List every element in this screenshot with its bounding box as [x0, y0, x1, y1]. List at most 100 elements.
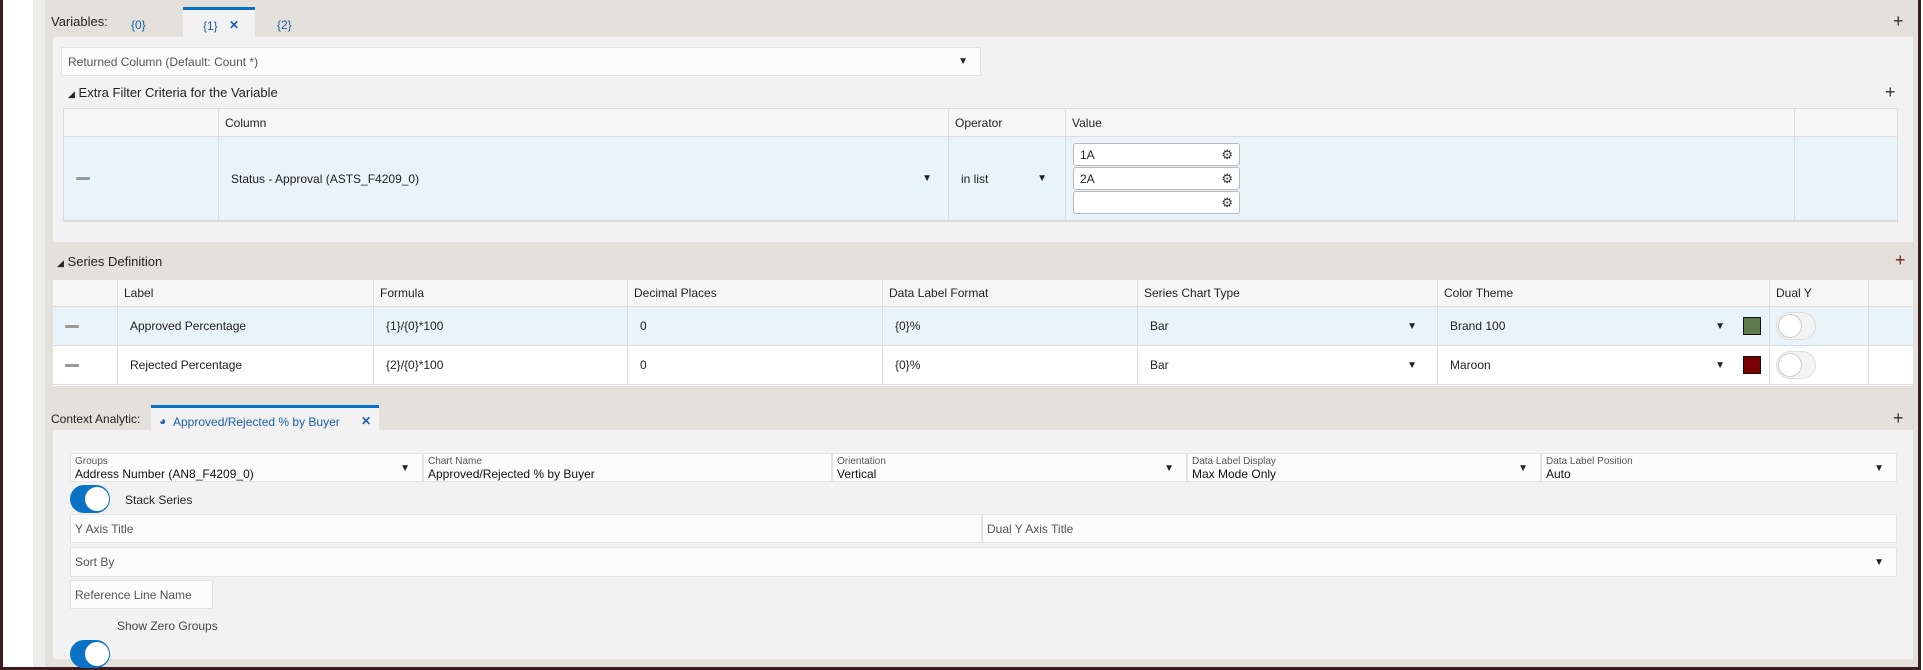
gear-icon[interactable]: ⚙ — [1221, 194, 1233, 210]
placeholder: Sort By — [75, 555, 115, 569]
groups-select[interactable]: Groups Address Number (AN8_F4209_0) ▼ — [70, 453, 423, 482]
chevron-down-icon: ▼ — [958, 56, 968, 67]
close-icon[interactable]: ✕ — [361, 414, 372, 428]
header-blank — [1795, 109, 1897, 137]
tab-context-analytic[interactable]: ◕ Approved/Rejected % by Buyer ✕ — [151, 405, 379, 430]
series-color-theme: Brand 100 — [1450, 319, 1506, 333]
operator-select[interactable]: in list ▼ — [949, 137, 1066, 221]
header-column: Column — [219, 109, 949, 137]
chevron-down-icon: ▼ — [1407, 359, 1417, 371]
stack-series-label: Stack Series — [125, 493, 193, 507]
dual-y-toggle[interactable] — [1776, 312, 1816, 340]
color-swatch[interactable] — [1743, 317, 1761, 335]
add-variable-button[interactable]: + — [1893, 11, 1904, 31]
filter-table: Column Operator Value Status - Approval … — [63, 108, 1898, 222]
gear-icon[interactable]: ⚙ — [1221, 170, 1233, 186]
field-label: Groups — [75, 456, 108, 467]
chevron-down-icon: ▼ — [1874, 463, 1884, 474]
field-label: Data Label Position — [1546, 456, 1633, 467]
add-filter-button[interactable]: + — [1885, 82, 1896, 102]
chevron-down-icon: ▼ — [1715, 320, 1725, 332]
tab-label: {1} — [203, 19, 218, 33]
chevron-down-icon: ▼ — [1164, 463, 1174, 474]
minus-icon — [76, 177, 90, 180]
color-swatch[interactable] — [1743, 356, 1761, 374]
formula-input[interactable]: {1}/{0}*100 — [374, 307, 628, 346]
toggle-knob — [1778, 353, 1802, 377]
label-input[interactable]: Approved Percentage — [118, 307, 374, 346]
table-row: Rejected Percentage {2}/{0}*100 0 {0}% Bar ▼ M… — [53, 346, 1913, 385]
stack-series-toggle[interactable] — [70, 485, 110, 513]
tab-variable-0[interactable]: {0} — [131, 18, 146, 32]
value-input[interactable]: 1A ⚙ — [1073, 143, 1240, 166]
remove-series-button[interactable] — [53, 346, 118, 385]
chart-name-input[interactable]: Chart Name Approved/Rejected % by Buyer — [423, 453, 832, 482]
orientation-select[interactable]: Orientation Vertical ▼ — [832, 453, 1187, 482]
header-formula: Formula — [374, 280, 628, 307]
close-icon[interactable]: ✕ — [229, 18, 240, 32]
header-blank — [64, 109, 219, 137]
label-input[interactable]: Rejected Percentage — [118, 346, 374, 385]
operator-value: in list — [961, 171, 989, 186]
blank-cell — [1869, 307, 1913, 346]
field-value: Approved/Rejected % by Buyer — [428, 467, 595, 481]
pie-chart-icon: ◕ — [159, 414, 167, 428]
series-decimals: 0 — [640, 319, 647, 333]
series-chart-type: Bar — [1150, 358, 1169, 372]
sort-by-select[interactable]: Sort By ▼ — [70, 547, 1897, 577]
series-chart-type: Bar — [1150, 319, 1169, 333]
y-axis-title-input[interactable]: Y Axis Title — [70, 514, 982, 543]
column-select[interactable]: Status - Approval (ASTS_F4209_0) ▼ — [219, 137, 949, 221]
field-label: Orientation — [837, 456, 886, 467]
window-border-bottom — [0, 667, 1921, 670]
gear-icon[interactable]: ⚙ — [1221, 146, 1233, 162]
extra-filter-header[interactable]: ◢ Extra Filter Criteria for the Variable — [68, 85, 278, 100]
field-value: Vertical — [837, 467, 877, 481]
data-label-format-input[interactable]: {0}% — [883, 346, 1138, 385]
series-chart-type-select[interactable]: Bar ▼ — [1138, 346, 1438, 385]
series-format: {0}% — [895, 319, 921, 333]
chevron-down-icon: ▼ — [922, 173, 932, 184]
add-series-button[interactable]: + — [1895, 250, 1906, 270]
series-formula: {2}/{0}*100 — [386, 358, 444, 372]
field-value: Auto — [1546, 467, 1571, 481]
value-cell — [1066, 137, 1795, 221]
formula-input[interactable]: {2}/{0}*100 — [374, 346, 628, 385]
data-label-position-select[interactable]: Data Label Position Auto ▼ — [1541, 453, 1897, 482]
tab-variable-1[interactable]: {1} ✕ — [183, 7, 255, 37]
toggle-knob — [85, 642, 109, 666]
reference-line-name-input[interactable]: Reference Line Name — [70, 580, 213, 609]
blank-cell — [1869, 346, 1913, 385]
series-definition-header[interactable]: ◢ Series Definition — [57, 254, 162, 269]
header-blank — [1869, 280, 1913, 307]
data-label-format-input[interactable]: {0}% — [883, 307, 1138, 346]
returned-column-select[interactable]: Returned Column (Default: Count *) ▼ — [61, 47, 981, 76]
table-row: Status - Approval (ASTS_F4209_0) ▼ in lis… — [64, 137, 1897, 221]
extra-filter-title: Extra Filter Criteria for the Variable — [78, 85, 278, 100]
header-label: Label — [118, 280, 374, 307]
header-blank — [53, 280, 118, 307]
color-theme-select[interactable]: Brand 100 ▼ — [1438, 307, 1770, 346]
toggle-knob — [1778, 314, 1802, 338]
header-value: Value — [1066, 109, 1795, 137]
decimal-places-input[interactable]: 0 — [628, 346, 883, 385]
tab-variable-2[interactable]: {2} — [277, 18, 292, 32]
remove-series-button[interactable] — [53, 307, 118, 346]
add-context-analytic-button[interactable]: + — [1893, 408, 1904, 428]
chevron-down-icon: ▼ — [1874, 557, 1884, 568]
dual-y-toggle[interactable] — [1776, 351, 1816, 379]
series-title: Series Definition — [67, 254, 163, 269]
value-input[interactable]: 2A ⚙ — [1073, 167, 1240, 190]
series-chart-type-select[interactable]: Bar ▼ — [1138, 307, 1438, 346]
value-input[interactable]: ⚙ — [1073, 191, 1240, 214]
table-row: Approved Percentage {1}/{0}*100 0 {0}% Bar ▼ B… — [53, 307, 1913, 346]
placeholder: Reference Line Name — [75, 587, 192, 602]
blank-cell — [1795, 137, 1897, 221]
remove-row-button[interactable] — [64, 137, 219, 221]
color-theme-select[interactable]: Maroon ▼ — [1438, 346, 1770, 385]
data-label-display-select[interactable]: Data Label Display Max Mode Only ▼ — [1187, 453, 1541, 482]
field-value: Address Number (AN8_F4209_0) — [75, 467, 254, 481]
dual-y-axis-title-input[interactable]: Dual Y Axis Title — [982, 514, 1897, 543]
show-zero-groups-toggle[interactable] — [70, 640, 110, 668]
decimal-places-input[interactable]: 0 — [628, 307, 883, 346]
